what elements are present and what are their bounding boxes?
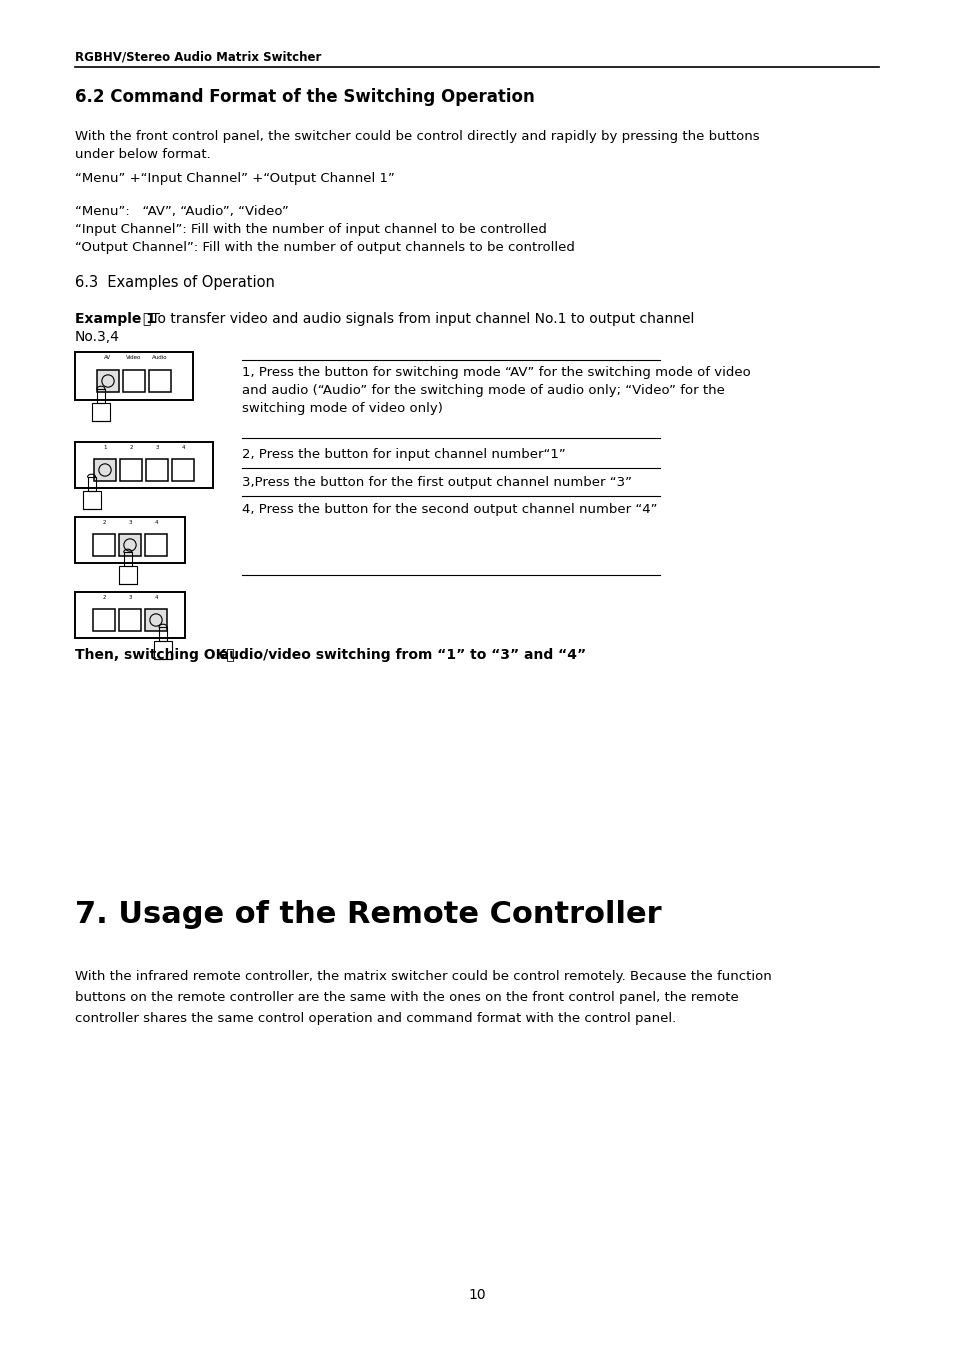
Text: “Menu”:   “AV”, “Audio”, “Video”: “Menu”: “AV”, “Audio”, “Video” (75, 205, 289, 217)
Text: With the front control panel, the switcher could be control directly and rapidly: With the front control panel, the switch… (75, 130, 759, 143)
Bar (75, 593, 185, 639)
Text: 6.3  Examples of Operation: 6.3 Examples of Operation (75, 275, 274, 290)
Bar (123, 370, 145, 392)
Text: RGBHV/Stereo Audio Matrix Switcher: RGBHV/Stereo Audio Matrix Switcher (75, 50, 321, 63)
Text: 4: 4 (154, 520, 157, 525)
Text: “Menu” +“Input Channel” +“Output Channel 1”: “Menu” +“Input Channel” +“Output Channel… (75, 171, 395, 185)
Text: 4: 4 (181, 446, 185, 450)
Text: buttons on the remote controller are the same with the ones on the front control: buttons on the remote controller are the… (75, 991, 738, 1004)
Text: 6.2 Command Format of the Switching Operation: 6.2 Command Format of the Switching Oper… (75, 88, 535, 107)
Text: controller shares the same control operation and command format with the control: controller shares the same control opera… (75, 1012, 676, 1025)
Bar (75, 441, 213, 487)
Bar (146, 459, 168, 481)
Text: 7. Usage of the Remote Controller: 7. Usage of the Remote Controller (75, 900, 661, 929)
Text: ：To transfer video and audio signals from input channel No.1 to output channel: ：To transfer video and audio signals fro… (143, 312, 694, 325)
Bar (145, 609, 167, 630)
Text: “Input Channel”: Fill with the number of input channel to be controlled: “Input Channel”: Fill with the number of… (75, 223, 546, 236)
Text: and audio (“Audio” for the switching mode of audio only; “Video” for the: and audio (“Audio” for the switching mod… (242, 383, 724, 397)
Text: Example 1: Example 1 (75, 312, 156, 325)
Text: 3,Press the button for the first output channel number “3”: 3,Press the button for the first output … (242, 477, 631, 489)
Text: “Output Channel”: Fill with the number of output channels to be controlled: “Output Channel”: Fill with the number o… (75, 242, 575, 254)
Bar (119, 535, 141, 556)
Text: No.3,4: No.3,4 (75, 329, 120, 344)
Text: 2: 2 (102, 595, 106, 599)
Bar (120, 459, 142, 481)
Text: under below format.: under below format. (75, 148, 211, 161)
Text: audio/video switching from “1” to “3” and “4”: audio/video switching from “1” to “3” an… (205, 648, 585, 662)
Text: AV: AV (104, 355, 112, 360)
Text: 2: 2 (129, 446, 132, 450)
Text: 10: 10 (468, 1288, 485, 1301)
Bar (145, 535, 167, 556)
Bar (92, 609, 115, 630)
Text: switching mode of video only): switching mode of video only) (242, 402, 442, 414)
Text: 1: 1 (103, 446, 107, 450)
Bar (97, 370, 119, 392)
Text: 2: 2 (102, 520, 106, 525)
Text: 3: 3 (155, 446, 158, 450)
Bar (149, 370, 171, 392)
Bar (94, 459, 116, 481)
Text: 4: 4 (154, 595, 157, 599)
Text: Audio: Audio (152, 355, 168, 360)
Bar (119, 609, 141, 630)
Text: Video: Video (126, 355, 142, 360)
Text: 1, Press the button for switching mode “AV” for the switching mode of video: 1, Press the button for switching mode “… (242, 366, 750, 379)
Bar (75, 517, 185, 563)
Text: With the infrared remote controller, the matrix switcher could be control remote: With the infrared remote controller, the… (75, 971, 771, 983)
Text: Then, switching OK！: Then, switching OK！ (75, 648, 234, 662)
Bar (153, 641, 172, 659)
Text: 2, Press the button for input channel number“1”: 2, Press the button for input channel nu… (242, 448, 565, 460)
Bar (75, 352, 193, 400)
Bar (92, 535, 115, 556)
Text: 3: 3 (128, 520, 132, 525)
Bar (91, 404, 110, 421)
Bar (119, 566, 136, 585)
Bar (172, 459, 193, 481)
Text: 4, Press the button for the second output channel number “4”: 4, Press the button for the second outpu… (242, 504, 657, 516)
Text: 3: 3 (128, 595, 132, 599)
Bar (83, 491, 100, 509)
